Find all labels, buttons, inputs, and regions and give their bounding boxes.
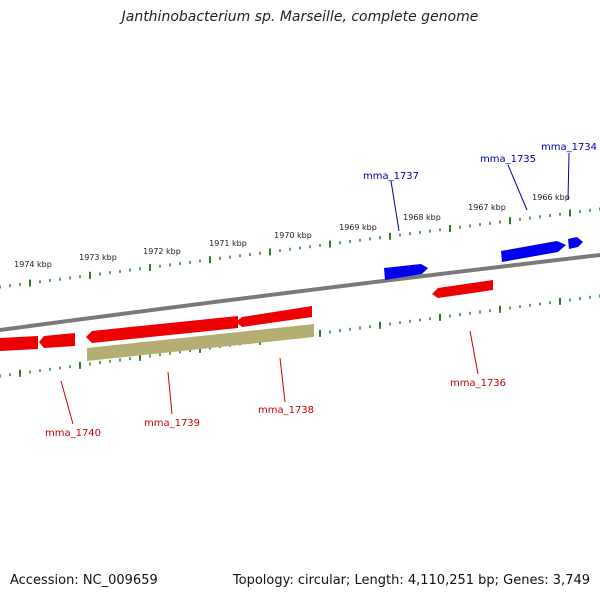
ruler-label-1967: 1967 kbp bbox=[468, 203, 506, 212]
gene-label-mma-1738[interactable]: mma_1738 bbox=[258, 405, 314, 416]
forward-genes bbox=[384, 237, 583, 280]
gene-mma-1739-pseudo[interactable] bbox=[87, 324, 314, 361]
ruler-label-1973: 1973 kbp bbox=[79, 253, 117, 262]
gene-mma-1736[interactable] bbox=[432, 280, 493, 298]
ruler-label-1968: 1968 kbp bbox=[403, 213, 441, 222]
gene-mma-1738[interactable] bbox=[236, 306, 312, 327]
accession-text: Accession: NC_009659 bbox=[10, 573, 158, 588]
ruler-label-1974: 1974 kbp bbox=[14, 260, 52, 269]
outer-ruler bbox=[0, 207, 600, 289]
gene-mma-1735[interactable] bbox=[501, 241, 566, 262]
ruler-label-1970: 1970 kbp bbox=[274, 231, 312, 240]
gene-mma-1739a[interactable] bbox=[86, 316, 238, 343]
gene-mma-1734[interactable] bbox=[568, 237, 583, 249]
ruler-label-1969: 1969 kbp bbox=[339, 223, 377, 232]
ruler-label-1972: 1972 kbp bbox=[143, 247, 181, 256]
inner-ruler bbox=[0, 294, 600, 378]
gene-label-mma-1740[interactable]: mma_1740 bbox=[45, 428, 101, 439]
ruler-label-1971: 1971 kbp bbox=[209, 239, 247, 248]
gene-mma-1740[interactable] bbox=[39, 333, 75, 348]
map-title: Janthinobacterium sp. Marseille, complet… bbox=[121, 9, 479, 25]
reverse-genes bbox=[0, 280, 493, 361]
gene-label-mma-1735[interactable]: mma_1735 bbox=[480, 154, 536, 165]
ruler-labels: 1966 kbp 1967 kbp 1968 kbp 1969 kbp 1970… bbox=[14, 193, 570, 269]
gene-label-mma-1734[interactable]: mma_1734 bbox=[541, 142, 597, 153]
gene-labels: mma_1734 mma_1735 mma_1737 mma_1736 mma_… bbox=[45, 142, 597, 439]
gene-label-mma-1739[interactable]: mma_1739 bbox=[144, 418, 200, 429]
gene-mma-1737[interactable] bbox=[384, 264, 428, 280]
genome-backbone bbox=[0, 253, 600, 332]
label-leaders bbox=[60, 152, 570, 425]
gene-label-mma-1737[interactable]: mma_1737 bbox=[363, 171, 419, 182]
gene-mma-1741[interactable] bbox=[0, 336, 38, 351]
genome-summary-text: Topology: circular; Length: 4,110,251 bp… bbox=[232, 573, 590, 588]
gene-label-mma-1736[interactable]: mma_1736 bbox=[450, 378, 506, 389]
ruler-label-1966: 1966 kbp bbox=[532, 193, 570, 202]
